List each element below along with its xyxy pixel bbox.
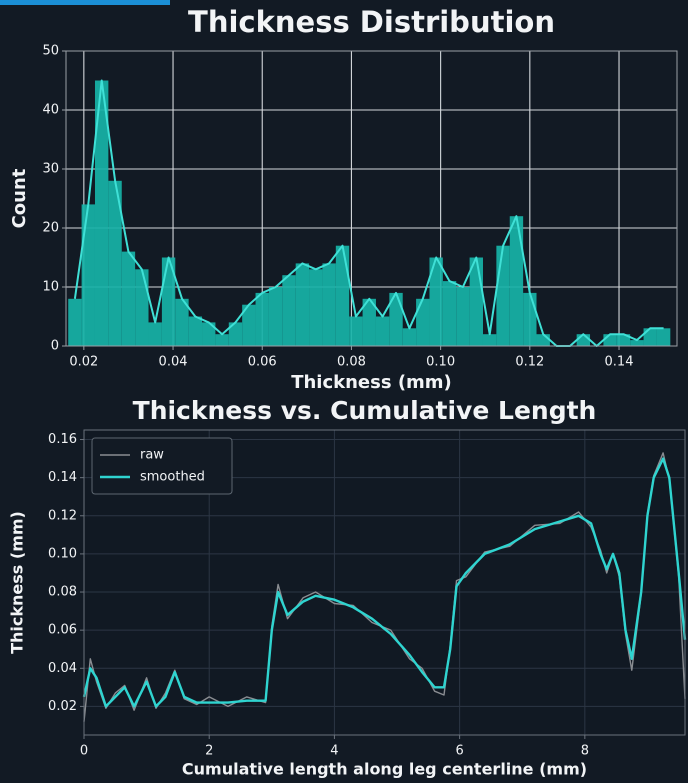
histogram-bar bbox=[523, 292, 537, 346]
x-tick-label: 0.14 bbox=[605, 355, 634, 370]
histogram-bar bbox=[282, 275, 296, 346]
y-tick-label: 20 bbox=[42, 221, 59, 236]
histogram-bar bbox=[135, 269, 149, 346]
histogram-bar bbox=[94, 80, 109, 346]
chart-title: Thickness Distribution bbox=[188, 5, 555, 39]
histogram-bar bbox=[429, 257, 443, 346]
x-tick-label: 0 bbox=[80, 744, 88, 759]
y-tick-label: 0.14 bbox=[48, 470, 77, 485]
histogram-bar bbox=[268, 287, 283, 346]
y-tick-label: 0.06 bbox=[48, 623, 77, 638]
histogram-bar bbox=[108, 180, 122, 346]
y-tick-label: 0.04 bbox=[48, 661, 77, 676]
histogram-bar bbox=[228, 322, 243, 346]
histogram-bar bbox=[68, 298, 82, 346]
legend-label: raw bbox=[140, 448, 164, 463]
y-tick-label: 30 bbox=[42, 162, 59, 177]
histogram-bar bbox=[630, 340, 644, 346]
y-tick-label: 10 bbox=[42, 280, 59, 295]
plot-frame bbox=[65, 50, 678, 347]
histogram-bar bbox=[456, 287, 470, 346]
x-tick-label: 8 bbox=[581, 744, 589, 759]
chart-title: Thickness vs. Cumulative Length bbox=[133, 396, 597, 425]
x-tick-label: 0.10 bbox=[426, 355, 455, 370]
y-axis-label: Thickness (mm) bbox=[8, 511, 27, 654]
histogram-bar bbox=[148, 322, 162, 346]
histogram-bar bbox=[362, 298, 376, 346]
top-accent bbox=[0, 0, 170, 5]
histogram-bar bbox=[576, 334, 591, 346]
y-tick-label: 0 bbox=[51, 339, 59, 354]
histogram-bar bbox=[295, 263, 310, 346]
x-tick-label: 0.04 bbox=[159, 355, 188, 370]
x-axis-label: Thickness (mm) bbox=[291, 372, 452, 393]
x-tick-label: 2 bbox=[205, 744, 213, 759]
histogram-bar bbox=[375, 316, 390, 346]
histogram-bar bbox=[656, 328, 671, 346]
histogram-bar bbox=[616, 334, 631, 346]
histogram-bar bbox=[496, 245, 510, 346]
histogram-bar bbox=[161, 257, 176, 346]
x-tick-label: 6 bbox=[455, 744, 463, 759]
y-tick-label: 0.12 bbox=[48, 508, 77, 523]
histogram-bar bbox=[309, 269, 323, 346]
legend-box bbox=[91, 437, 233, 495]
histogram-bar bbox=[536, 334, 550, 346]
histogram-bar bbox=[416, 298, 430, 346]
histogram-bar bbox=[322, 263, 336, 346]
histogram-bar bbox=[402, 328, 417, 346]
histogram-bar bbox=[175, 298, 189, 346]
histogram-bar bbox=[389, 292, 403, 346]
histogram-bar bbox=[603, 334, 617, 346]
histogram-bar bbox=[215, 334, 229, 346]
histogram-bar bbox=[442, 281, 457, 346]
histogram-bar bbox=[188, 316, 203, 346]
histogram-bar bbox=[121, 251, 136, 346]
histogram-bar bbox=[335, 245, 350, 346]
plot-frame bbox=[83, 429, 686, 736]
histogram-bar bbox=[509, 216, 524, 346]
histogram-bar bbox=[349, 316, 363, 346]
y-tick-label: 0.16 bbox=[48, 432, 77, 447]
histogram-bar bbox=[643, 328, 657, 346]
x-tick-label: 0.08 bbox=[337, 355, 366, 370]
x-tick-label: 0.12 bbox=[515, 355, 544, 370]
histogram-bar bbox=[482, 334, 497, 346]
x-tick-label: 0.02 bbox=[69, 355, 98, 370]
x-axis-label: Cumulative length along leg centerline (… bbox=[182, 760, 587, 779]
histogram-bar bbox=[202, 322, 216, 346]
y-tick-label: 0.02 bbox=[48, 699, 77, 714]
y-tick-label: 50 bbox=[42, 44, 59, 59]
series-line bbox=[82, 457, 687, 708]
y-tick-label: 0.08 bbox=[48, 585, 77, 600]
x-tick-label: 4 bbox=[330, 744, 338, 759]
y-tick-label: 40 bbox=[42, 103, 59, 118]
histogram-bar bbox=[81, 204, 95, 346]
y-tick-label: 0.10 bbox=[48, 546, 77, 561]
histogram-bar bbox=[242, 304, 256, 346]
legend-label: smoothed bbox=[140, 470, 205, 485]
histogram-bar bbox=[469, 257, 483, 346]
histogram-bar bbox=[255, 292, 269, 346]
y-axis-label: Count bbox=[9, 168, 30, 228]
x-tick-label: 0.06 bbox=[248, 355, 277, 370]
